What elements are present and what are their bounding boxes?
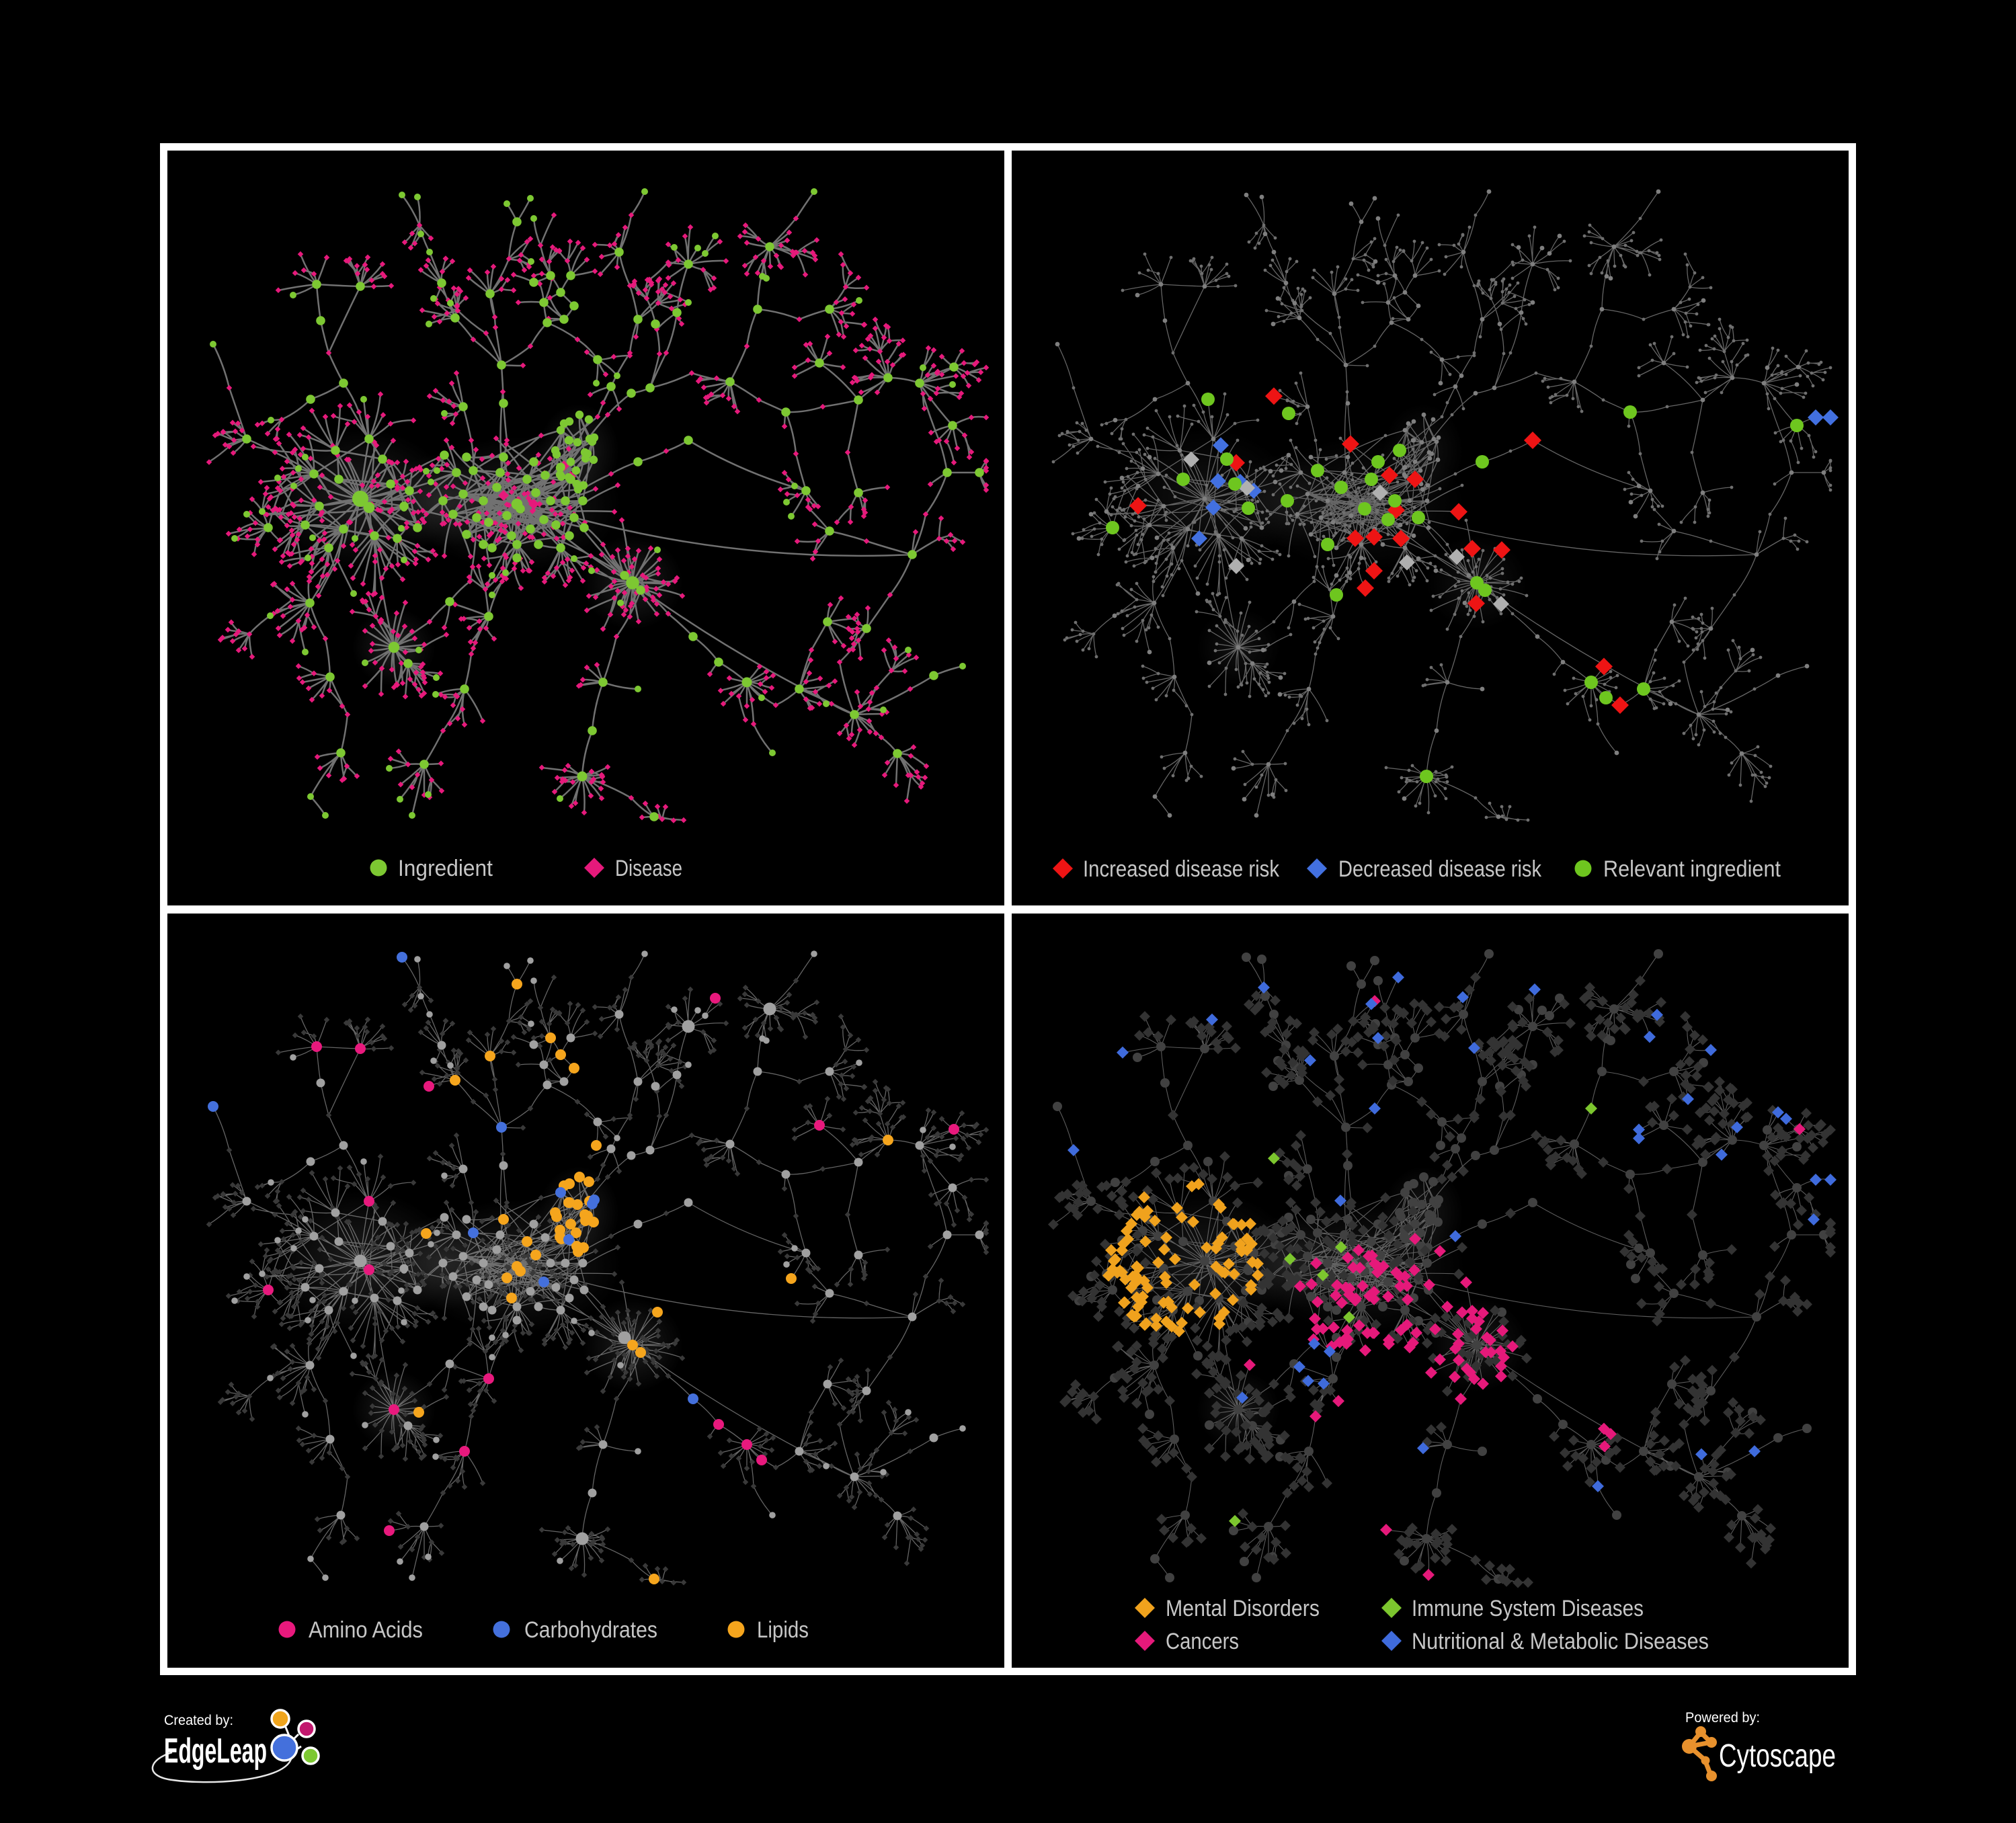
svg-text:Disease: Disease [615,856,682,881]
svg-text:Ingredient: Ingredient [398,856,493,881]
svg-text:Cytoscape: Cytoscape [1719,1738,1836,1774]
svg-text:Amino Acids: Amino Acids [309,1617,423,1643]
svg-text:Decreased disease risk: Decreased disease risk [1338,856,1542,882]
svg-text:Relevant ingredient: Relevant ingredient [1603,856,1781,882]
svg-text:Increased disease risk: Increased disease risk [1083,856,1280,882]
svg-text:EdgeLeap: EdgeLeap [164,1732,267,1771]
svg-text:Lipids: Lipids [757,1617,809,1643]
svg-text:Immune System Diseases: Immune System Diseases [1412,1596,1644,1621]
svg-text:Mental Disorders: Mental Disorders [1166,1596,1320,1621]
svg-text:Cancers: Cancers [1166,1629,1239,1654]
svg-text:Nutritional & Metabolic Diseas: Nutritional & Metabolic Diseases [1412,1629,1709,1654]
svg-text:Carbohydrates: Carbohydrates [524,1617,657,1643]
svg-text:Powered by:: Powered by: [1685,1710,1760,1726]
svg-text:Created by:: Created by: [164,1713,233,1728]
